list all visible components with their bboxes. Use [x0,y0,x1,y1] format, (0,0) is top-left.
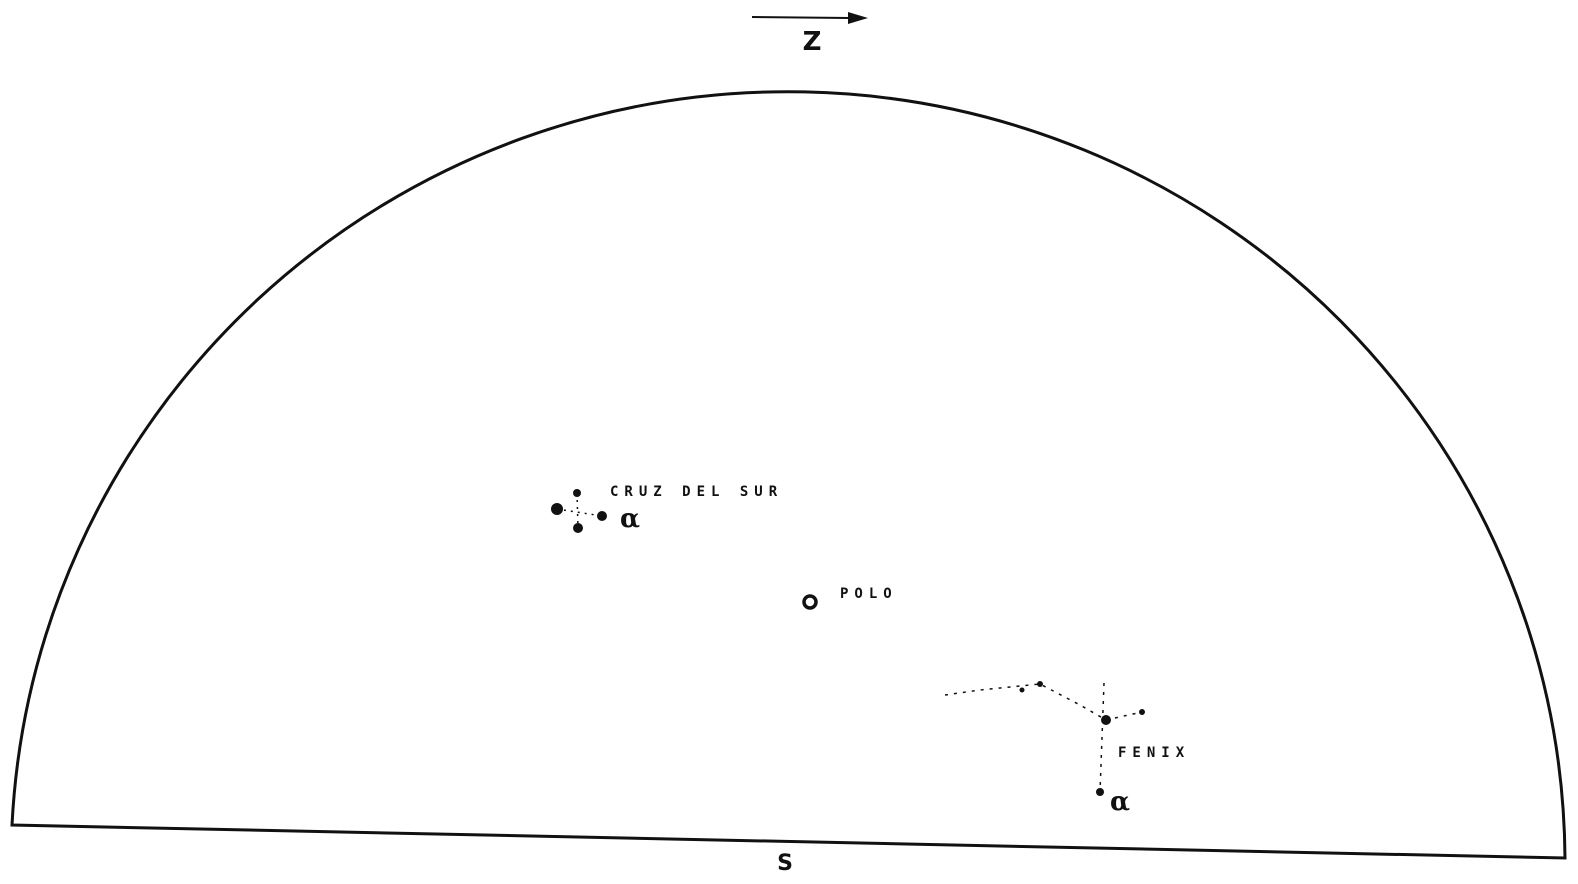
star [551,503,563,515]
horizon-dome [10,90,1567,860]
star [1019,687,1025,693]
pole-label: POLO [840,586,898,602]
constellation-label: CRUZ DEL SUR [610,484,783,500]
star [597,511,607,521]
bottom-label: S [777,851,793,876]
top-label: Z [803,27,822,57]
fenix: FENIX α [944,681,1190,817]
star [1101,715,1111,725]
direction-arrow [751,16,851,19]
star [1037,681,1043,687]
star [573,523,583,533]
cruz-del-sur: α CRUZ DEL SUR [551,484,783,534]
arrow-head [848,12,868,24]
star [573,489,581,497]
star-label: α [620,504,640,534]
star [1139,709,1145,715]
constellation-label: FENIX [1118,745,1190,761]
star-label: α [1110,787,1130,817]
star [1096,788,1104,796]
constellation-lines [556,492,603,529]
pole-marker [802,594,818,610]
constellation-lines [944,682,1143,793]
